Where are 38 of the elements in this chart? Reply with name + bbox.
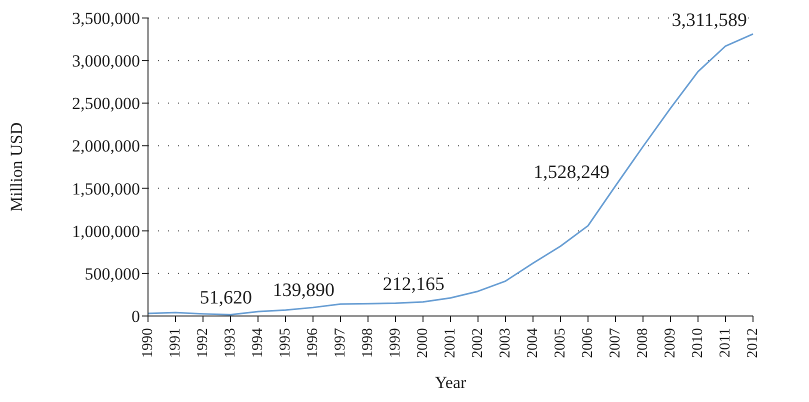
- x-axis-title: Year: [434, 373, 466, 392]
- x-tick-label: 2005: [552, 328, 568, 358]
- y-tick-label: 2,000,000: [72, 136, 140, 156]
- y-tick-label: 0: [132, 307, 140, 326]
- y-tick-label: 1,500,000: [72, 179, 140, 198]
- x-tick-label: 1996: [305, 328, 321, 358]
- x-tick-label: 2010: [690, 328, 706, 358]
- x-tick-label: 2007: [608, 328, 624, 358]
- x-tick-label: 1993: [222, 328, 238, 358]
- y-axis-title: Million USD: [7, 122, 26, 212]
- x-tick-label: 2001: [442, 328, 458, 358]
- y-tick-label: 3,500,000: [72, 9, 140, 28]
- x-tick-label: 2002: [470, 328, 486, 358]
- data-label: 139,890: [272, 280, 334, 302]
- x-tick-label: 2004: [525, 328, 541, 358]
- x-tick-label: 1995: [278, 328, 294, 358]
- data-label: 212,165: [382, 274, 444, 295]
- y-tick-label: 2,500,000: [72, 94, 140, 114]
- x-tick-label: 1998: [360, 328, 376, 358]
- x-tick-label: 1997: [332, 328, 348, 358]
- y-tick-label: 3,000,000: [72, 52, 140, 71]
- x-tick-label: 2000: [415, 328, 431, 358]
- x-tick-label: 2011: [718, 328, 734, 358]
- data-label: 1,528,249: [534, 162, 610, 183]
- y-tick-label: 1,000,000: [72, 222, 140, 241]
- y-tick-label: 500,000: [84, 264, 140, 284]
- data-label: 51,620: [200, 288, 252, 309]
- x-tick-label: 2008: [635, 328, 651, 358]
- x-tick-label: 2012: [745, 328, 761, 358]
- x-tick-label: 2009: [662, 328, 678, 358]
- x-tick-label: 1999: [388, 328, 404, 358]
- data-label: 3,311,589: [672, 10, 747, 32]
- x-tick-label: 2003: [498, 328, 514, 358]
- x-tick-label: 1990: [140, 328, 156, 358]
- x-tick-label: 1991: [168, 328, 184, 358]
- x-tick-label: 2006: [580, 328, 596, 358]
- x-tick-label: 1992: [195, 328, 211, 358]
- x-tick-label: 1994: [250, 328, 266, 358]
